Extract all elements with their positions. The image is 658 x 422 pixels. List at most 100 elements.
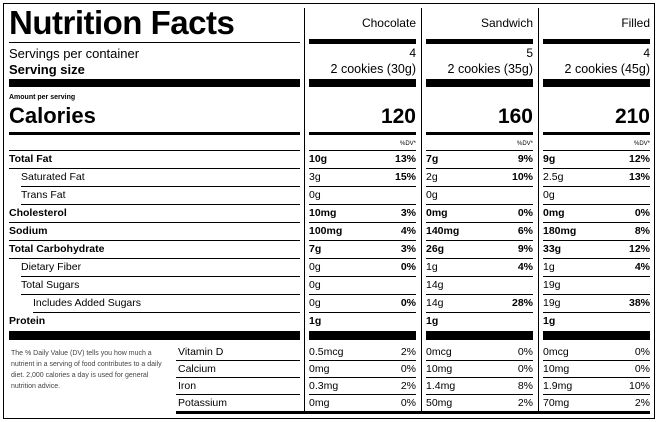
amount-value: 9g (543, 153, 556, 165)
nutrient-cell: 0g (543, 187, 650, 204)
daily-value-percent: 2% (400, 346, 416, 358)
divider (176, 377, 300, 378)
amount-value: 1g (543, 315, 556, 327)
vitamin-cell: 0mcg 0% (426, 344, 533, 361)
amount-value: 7g (426, 153, 439, 165)
servings-per-container-value: 4 (409, 46, 416, 60)
vitamin-label: Vitamin D (178, 346, 224, 358)
amount-value: 0g (309, 297, 321, 309)
daily-value-percent: 9% (517, 153, 533, 165)
nutrient-cell: 1g (309, 313, 416, 330)
daily-value-percent: 28% (511, 297, 533, 309)
column-separator (304, 8, 305, 413)
amount-value: 0mcg (543, 346, 569, 358)
nutrient-cell: 10g 13% (309, 151, 416, 168)
servings-per-container-value: 5 (526, 46, 533, 60)
amount-value: 19g (543, 297, 561, 309)
nutrient-cell: 140mg 6% (426, 223, 533, 240)
amount-value: 10mg (543, 363, 570, 375)
thick-divider (309, 79, 416, 87)
divider (426, 377, 533, 378)
amount-value: 2.5g (543, 171, 564, 183)
divider (426, 186, 533, 187)
serving-size-value: 2 cookies (35g) (447, 62, 533, 76)
product-name: Sandwich (480, 16, 533, 30)
daily-value-header: %DV* (633, 141, 650, 147)
nutrient-label: Total Sugars (21, 279, 80, 291)
amount-value: 180mg (543, 225, 577, 237)
calories-value: 120 (380, 105, 416, 128)
amount-value: 3g (309, 171, 321, 183)
calories-label: Calories (9, 103, 96, 128)
daily-value-percent: 10% (628, 380, 650, 392)
nutrient-cell: 14g 28% (426, 295, 533, 312)
daily-value-percent: 15% (394, 171, 416, 183)
vitamin-label: Iron (178, 380, 197, 392)
divider (426, 276, 533, 277)
amount-per-serving-label: Amount per serving (9, 94, 76, 101)
daily-value-percent: 13% (628, 171, 650, 183)
daily-value-percent: 12% (628, 153, 650, 165)
amount-value: 19g (543, 279, 561, 291)
daily-value-header: %DV* (516, 141, 533, 147)
divider (9, 240, 300, 241)
daily-value-percent: 0% (517, 207, 533, 219)
divider (309, 150, 416, 151)
divider (426, 150, 533, 151)
amount-value: 10mg (426, 363, 453, 375)
label-title: Nutrition Facts (9, 4, 235, 41)
product-name: Chocolate (361, 16, 416, 30)
column-separator (421, 8, 422, 413)
vitamin-cell: 0.3mg 2% (309, 378, 416, 395)
amount-value: 1g (543, 261, 555, 273)
daily-value-percent: 8% (517, 380, 533, 392)
amount-value: 0g (543, 189, 555, 201)
amount-value: 1g (426, 261, 438, 273)
daily-value-header: %DV* (399, 141, 416, 147)
divider (543, 168, 650, 169)
divider (176, 394, 300, 395)
divider (426, 222, 533, 223)
daily-value-percent: 9% (517, 243, 533, 255)
daily-value-percent: 3% (400, 207, 416, 219)
divider (309, 186, 416, 187)
divider (543, 377, 650, 378)
nutrient-cell: 0g (309, 277, 416, 294)
divider (309, 240, 416, 241)
nutrient-label: Saturated Fat (21, 171, 85, 183)
vitamin-cell: 70mg 2% (543, 395, 650, 412)
amount-value: 100mg (309, 225, 343, 237)
divider (9, 222, 300, 223)
thick-divider (9, 79, 300, 87)
divider (426, 360, 533, 361)
amount-value: 50mg (426, 397, 453, 409)
vitamin-cell: 0mg 0% (309, 361, 416, 378)
daily-value-percent: 0% (400, 397, 416, 409)
daily-value-percent: 8% (634, 225, 650, 237)
medium-divider (9, 132, 300, 135)
nutrient-label: Includes Added Sugars (33, 297, 141, 309)
thick-divider (426, 331, 533, 340)
daily-value-percent: 0% (634, 207, 650, 219)
nutrient-cell: 1g (543, 313, 650, 330)
daily-value-percent: 6% (517, 225, 533, 237)
daily-value-percent: 3% (400, 243, 416, 255)
nutrient-cell: 1g (426, 313, 533, 330)
medium-divider (309, 132, 416, 135)
thick-divider (426, 79, 533, 87)
nutrition-facts-label (3, 3, 655, 419)
divider (543, 360, 650, 361)
daily-value-percent: 0% (517, 346, 533, 358)
divider (309, 168, 416, 169)
nutrient-cell: 1g 4% (426, 259, 533, 276)
thick-divider (9, 331, 300, 340)
divider (543, 394, 650, 395)
divider (543, 240, 650, 241)
divider (543, 150, 650, 151)
daily-value-percent: 12% (628, 243, 650, 255)
vitamin-cell: 10mg 0% (426, 361, 533, 378)
bottom-thick-divider (176, 411, 650, 414)
divider (309, 258, 416, 259)
amount-value: 1g (309, 315, 322, 327)
vitamin-cell: 10mg 0% (543, 361, 650, 378)
